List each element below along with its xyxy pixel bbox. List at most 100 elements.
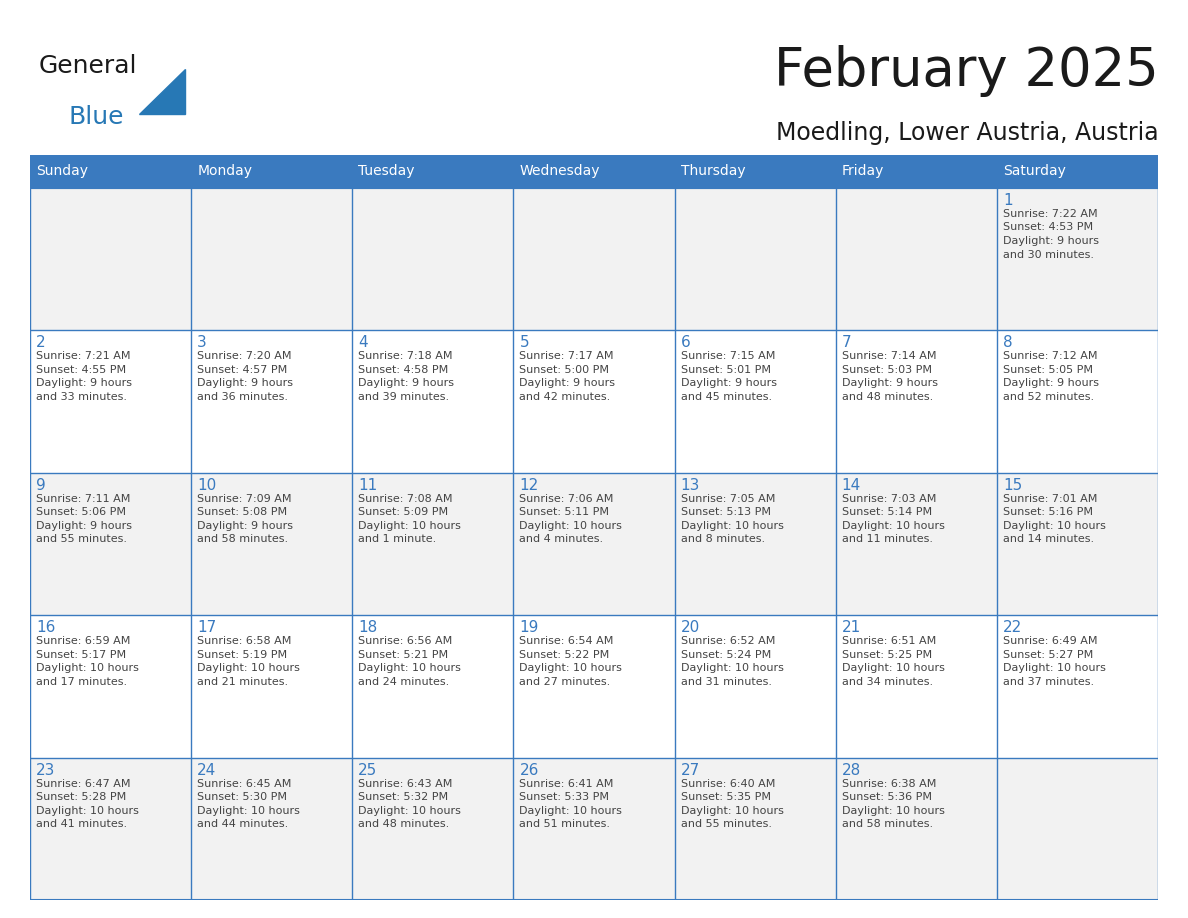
Text: and 17 minutes.: and 17 minutes.: [36, 677, 127, 687]
Text: Sunset: 5:01 PM: Sunset: 5:01 PM: [681, 364, 771, 375]
Text: Daylight: 9 hours: Daylight: 9 hours: [681, 378, 777, 388]
Bar: [30, 757, 191, 900]
Text: Sunset: 5:33 PM: Sunset: 5:33 PM: [519, 792, 609, 802]
Text: Sunset: 5:35 PM: Sunset: 5:35 PM: [681, 792, 771, 802]
Text: Sunset: 5:25 PM: Sunset: 5:25 PM: [842, 650, 931, 660]
Bar: [353, 330, 513, 473]
Bar: [353, 615, 513, 757]
Text: 28: 28: [842, 763, 861, 778]
Text: Sunset: 5:32 PM: Sunset: 5:32 PM: [359, 792, 448, 802]
Text: and 58 minutes.: and 58 minutes.: [842, 819, 933, 829]
Bar: [191, 188, 353, 330]
Bar: [513, 473, 675, 615]
Text: Daylight: 10 hours: Daylight: 10 hours: [681, 663, 783, 673]
Text: February 2025: February 2025: [773, 45, 1158, 96]
Text: Sunrise: 6:45 AM: Sunrise: 6:45 AM: [197, 778, 291, 789]
Text: 20: 20: [681, 621, 700, 635]
Text: and 24 minutes.: and 24 minutes.: [359, 677, 449, 687]
Text: 24: 24: [197, 763, 216, 778]
Text: and 21 minutes.: and 21 minutes.: [197, 677, 289, 687]
Text: General: General: [39, 54, 138, 78]
Text: and 42 minutes.: and 42 minutes.: [519, 392, 611, 402]
Text: Sunset: 4:57 PM: Sunset: 4:57 PM: [197, 364, 287, 375]
Text: Moedling, Lower Austria, Austria: Moedling, Lower Austria, Austria: [776, 121, 1158, 145]
Text: and 48 minutes.: and 48 minutes.: [359, 819, 449, 829]
Text: Daylight: 10 hours: Daylight: 10 hours: [842, 806, 944, 815]
Text: Daylight: 10 hours: Daylight: 10 hours: [842, 521, 944, 531]
Text: Daylight: 9 hours: Daylight: 9 hours: [36, 378, 132, 388]
Text: Sunrise: 6:52 AM: Sunrise: 6:52 AM: [681, 636, 775, 646]
Text: 22: 22: [1003, 621, 1022, 635]
Bar: [997, 155, 1158, 188]
Text: Daylight: 9 hours: Daylight: 9 hours: [842, 378, 937, 388]
Text: 16: 16: [36, 621, 56, 635]
Text: and 34 minutes.: and 34 minutes.: [842, 677, 933, 687]
Text: and 44 minutes.: and 44 minutes.: [197, 819, 289, 829]
Text: Sunrise: 7:17 AM: Sunrise: 7:17 AM: [519, 352, 614, 362]
Text: Tuesday: Tuesday: [359, 164, 415, 178]
Text: Sunset: 5:05 PM: Sunset: 5:05 PM: [1003, 364, 1093, 375]
Text: Daylight: 10 hours: Daylight: 10 hours: [359, 521, 461, 531]
Text: Sunset: 5:13 PM: Sunset: 5:13 PM: [681, 508, 771, 518]
Text: Sunrise: 7:14 AM: Sunrise: 7:14 AM: [842, 352, 936, 362]
Bar: [513, 330, 675, 473]
Bar: [30, 473, 191, 615]
Bar: [835, 757, 997, 900]
Text: Thursday: Thursday: [681, 164, 745, 178]
Text: 25: 25: [359, 763, 378, 778]
Text: Sunrise: 6:59 AM: Sunrise: 6:59 AM: [36, 636, 131, 646]
Text: 13: 13: [681, 477, 700, 493]
Text: 14: 14: [842, 477, 861, 493]
Text: Daylight: 10 hours: Daylight: 10 hours: [1003, 663, 1106, 673]
Text: Sunset: 5:19 PM: Sunset: 5:19 PM: [197, 650, 287, 660]
Text: Sunrise: 7:12 AM: Sunrise: 7:12 AM: [1003, 352, 1098, 362]
Text: and 14 minutes.: and 14 minutes.: [1003, 534, 1094, 544]
Text: 21: 21: [842, 621, 861, 635]
Bar: [997, 473, 1158, 615]
Text: 15: 15: [1003, 477, 1022, 493]
Text: Sunset: 5:21 PM: Sunset: 5:21 PM: [359, 650, 448, 660]
Text: 19: 19: [519, 621, 539, 635]
Text: Sunrise: 7:03 AM: Sunrise: 7:03 AM: [842, 494, 936, 504]
Bar: [675, 155, 835, 188]
Text: Sunrise: 7:06 AM: Sunrise: 7:06 AM: [519, 494, 614, 504]
Text: Daylight: 10 hours: Daylight: 10 hours: [197, 806, 301, 815]
Text: Sunrise: 7:09 AM: Sunrise: 7:09 AM: [197, 494, 291, 504]
Text: Daylight: 9 hours: Daylight: 9 hours: [197, 378, 293, 388]
Text: 7: 7: [842, 335, 852, 351]
Bar: [513, 188, 675, 330]
Bar: [835, 188, 997, 330]
Text: Sunday: Sunday: [36, 164, 88, 178]
Text: and 1 minute.: and 1 minute.: [359, 534, 436, 544]
Text: 5: 5: [519, 335, 529, 351]
Text: Daylight: 10 hours: Daylight: 10 hours: [681, 806, 783, 815]
Text: and 55 minutes.: and 55 minutes.: [681, 819, 771, 829]
Bar: [997, 330, 1158, 473]
Bar: [675, 330, 835, 473]
Text: Sunset: 5:14 PM: Sunset: 5:14 PM: [842, 508, 931, 518]
Text: and 48 minutes.: and 48 minutes.: [842, 392, 933, 402]
Text: Daylight: 9 hours: Daylight: 9 hours: [519, 378, 615, 388]
Text: Sunset: 4:53 PM: Sunset: 4:53 PM: [1003, 222, 1093, 232]
Text: Sunset: 5:00 PM: Sunset: 5:00 PM: [519, 364, 609, 375]
Text: and 52 minutes.: and 52 minutes.: [1003, 392, 1094, 402]
Text: and 31 minutes.: and 31 minutes.: [681, 677, 771, 687]
Text: Sunset: 5:03 PM: Sunset: 5:03 PM: [842, 364, 931, 375]
Text: Sunset: 5:28 PM: Sunset: 5:28 PM: [36, 792, 126, 802]
Text: Daylight: 10 hours: Daylight: 10 hours: [519, 663, 623, 673]
Text: Daylight: 10 hours: Daylight: 10 hours: [681, 521, 783, 531]
Text: Daylight: 10 hours: Daylight: 10 hours: [36, 663, 139, 673]
Bar: [191, 473, 353, 615]
Text: Sunrise: 6:58 AM: Sunrise: 6:58 AM: [197, 636, 291, 646]
Text: and 55 minutes.: and 55 minutes.: [36, 534, 127, 544]
Bar: [30, 155, 191, 188]
Text: Daylight: 10 hours: Daylight: 10 hours: [359, 806, 461, 815]
Text: Sunset: 5:36 PM: Sunset: 5:36 PM: [842, 792, 931, 802]
Text: and 51 minutes.: and 51 minutes.: [519, 819, 611, 829]
Text: Sunset: 5:30 PM: Sunset: 5:30 PM: [197, 792, 287, 802]
Text: Wednesday: Wednesday: [519, 164, 600, 178]
Text: Sunset: 5:06 PM: Sunset: 5:06 PM: [36, 508, 126, 518]
Bar: [30, 330, 191, 473]
Text: Sunset: 5:16 PM: Sunset: 5:16 PM: [1003, 508, 1093, 518]
Text: Friday: Friday: [842, 164, 884, 178]
